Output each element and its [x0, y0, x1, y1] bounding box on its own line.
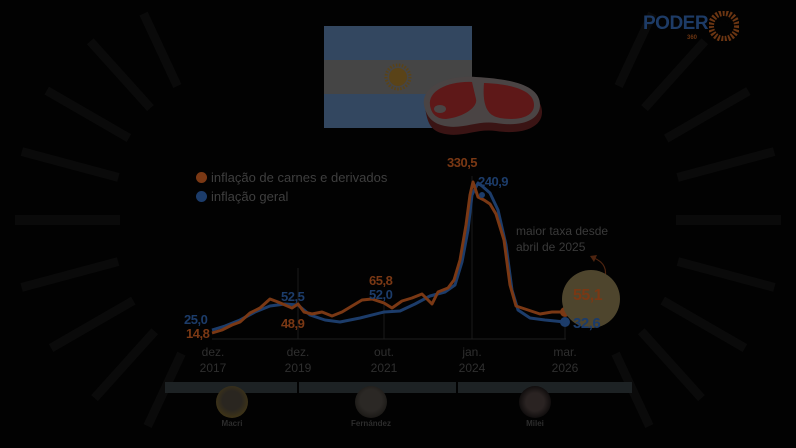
- president-name-macri: Macri: [221, 419, 243, 428]
- meat-dec2019-label: 48,9: [281, 316, 305, 331]
- annotation-text: maior taxa desde abril de 2025: [516, 223, 608, 255]
- general-end-marker: [560, 317, 570, 327]
- meat-peak-label: 330,5: [447, 155, 478, 170]
- series-meat-line: [211, 180, 565, 335]
- legend-item-general: inflação geral: [196, 187, 387, 206]
- avatar-fernandez: [355, 386, 387, 418]
- general-end-label: 32,6: [573, 315, 601, 332]
- general-peak-label: 240,9: [478, 174, 509, 189]
- president-name-fernandez: Fernández: [350, 419, 391, 428]
- x-tick-oct2021: out. 2021: [359, 344, 409, 376]
- arrow-head-icon: [590, 255, 597, 262]
- president-name-milei: Milei: [526, 419, 544, 428]
- annotation-line2: abril de 2025: [516, 240, 586, 254]
- general-dec2019-label: 52,5: [281, 289, 305, 304]
- avatar-milei: [519, 386, 551, 418]
- tick-month: mar.: [553, 345, 577, 359]
- meat-start-label: 14,8: [186, 326, 210, 341]
- logo-sub: 360: [687, 35, 698, 41]
- highlight-bubble: [562, 270, 620, 328]
- legend-label: inflação de carnes e derivados: [211, 170, 388, 185]
- legend-item-meat: inflação de carnes e derivados: [196, 168, 387, 187]
- tick-year: 2026: [551, 361, 579, 375]
- sunburst-logo-icon: [709, 11, 740, 41]
- tick-month: dez.: [286, 345, 310, 359]
- meat-end-label: 55,1: [573, 287, 603, 304]
- x-tick-jan2024: jan. 2024: [447, 344, 497, 376]
- tick-month: jan.: [462, 345, 482, 359]
- meat-oct2021-label: 65,8: [369, 273, 393, 288]
- period-bar-milei: [458, 382, 632, 393]
- general-start-label: 25,0: [184, 312, 208, 327]
- blue-dot-icon: [196, 191, 207, 202]
- poder360-logo: PODER 360: [643, 11, 740, 41]
- series-general-line: [211, 181, 566, 332]
- legend-label: inflação geral: [211, 189, 289, 204]
- avatar-macri: [216, 386, 248, 418]
- orange-dot-icon: [196, 172, 207, 183]
- tick-year: 2017: [199, 361, 227, 375]
- x-tick-dec2017: dez. 2017: [188, 344, 238, 376]
- tick-month: dez.: [201, 345, 225, 359]
- logo-text: PODER: [643, 13, 709, 34]
- x-tick-dec2019: dez. 2019: [273, 344, 323, 376]
- x-tick-mar2026: mar. 2026: [540, 344, 590, 376]
- tick-month: out.: [373, 345, 394, 359]
- general-oct2021-label: 52,0: [369, 287, 393, 302]
- steak-icon: [423, 76, 543, 135]
- general-peak-marker: [479, 192, 485, 198]
- annotation-line1: maior taxa desde: [516, 224, 609, 238]
- tick-year: 2024: [458, 361, 486, 375]
- tick-year: 2019: [284, 361, 312, 375]
- tick-year: 2021: [370, 361, 398, 375]
- chart-legend: inflação de carnes e derivados inflação …: [196, 168, 387, 206]
